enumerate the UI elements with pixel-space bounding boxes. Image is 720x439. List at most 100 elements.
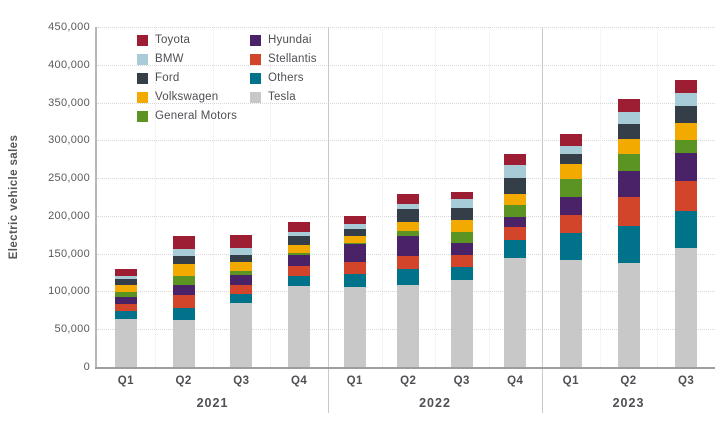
- y-axis-tick-label: 300,000: [48, 134, 90, 147]
- bar-segment-tesla: [230, 302, 253, 367]
- bar-segment-toyota: [675, 79, 698, 94]
- x-axis-quarter-label: Q3: [233, 375, 250, 387]
- bar-segment-general-motors: [397, 230, 420, 236]
- bar-segment-volkswagen: [397, 222, 420, 231]
- y-gridline: [97, 64, 715, 66]
- legend-label: Hyundai: [268, 34, 312, 46]
- bar-segment-ford: [230, 254, 253, 262]
- bar-segment-volkswagen: [675, 122, 698, 140]
- bar-segment-general-motors: [617, 154, 640, 171]
- bar-segment-others: [172, 308, 195, 321]
- bar-segment-stellantis: [230, 284, 253, 294]
- bar-segment-volkswagen: [114, 284, 137, 293]
- bar-segment-volkswagen: [288, 244, 311, 253]
- legend-label: Stellantis: [268, 53, 317, 65]
- bar-segment-tesla: [343, 286, 366, 367]
- legend-label: Ford: [155, 72, 180, 84]
- legend-item-general-motors: General Motors: [137, 109, 237, 123]
- bar-segment-ford: [172, 255, 195, 264]
- bar-segment-toyota: [397, 194, 420, 205]
- bar-segment-hyundai: [504, 217, 527, 227]
- bar-segment-ford: [450, 208, 473, 221]
- bar-segment-volkswagen: [172, 263, 195, 276]
- bar-segment-tesla: [397, 285, 420, 367]
- bar-segment-bmw: [172, 248, 195, 256]
- legend-item-volkswagen: Volkswagen: [137, 90, 218, 104]
- legend-item-toyota: Toyota: [137, 33, 190, 47]
- legend-label: Volkswagen: [155, 91, 219, 103]
- quarter-gridline: [270, 27, 272, 367]
- legend-item-tesla: Tesla: [250, 90, 296, 104]
- y-axis-tick-label: 100,000: [48, 285, 90, 298]
- bar-segment-bmw: [675, 93, 698, 107]
- quarter-gridline: [599, 27, 601, 367]
- bar-segment-hyundai: [559, 197, 582, 216]
- bar-segment-bmw: [397, 204, 420, 210]
- legend-item-hyundai: Hyundai: [250, 33, 312, 47]
- y-axis-tick-label: 250,000: [48, 172, 90, 185]
- bar-segment-volkswagen: [559, 163, 582, 179]
- legend-label: BMW: [155, 53, 184, 65]
- y-axis-tick-label: 400,000: [48, 58, 90, 71]
- bar-segment-volkswagen: [343, 235, 366, 243]
- bar-segment-hyundai: [114, 297, 137, 305]
- bar-segment-others: [450, 266, 473, 281]
- y-gridline: [97, 178, 715, 180]
- bar-segment-ford: [343, 229, 366, 236]
- x-axis-quarter-label: Q3: [453, 375, 470, 387]
- legend-swatch-icon: [250, 34, 261, 46]
- x-axis-year-label: 2023: [612, 396, 645, 410]
- bar-segment-toyota: [450, 191, 473, 199]
- x-axis-quarter-label: Q2: [400, 375, 417, 387]
- x-axis-year-label: 2021: [196, 396, 229, 410]
- bar-segment-stellantis: [675, 181, 698, 211]
- legend-item-stellantis: Stellantis: [250, 52, 317, 66]
- bar-segment-hyundai: [617, 170, 640, 198]
- x-axis-quarter-label: Q1: [346, 375, 363, 387]
- legend-swatch-icon: [137, 53, 148, 65]
- legend-label: Tesla: [268, 91, 296, 103]
- x-axis-quarter-label: Q2: [620, 375, 637, 387]
- year-separator-line: [328, 27, 329, 413]
- legend-label: General Motors: [155, 110, 238, 122]
- bar-segment-hyundai: [343, 243, 366, 262]
- bar-segment-volkswagen: [230, 261, 253, 272]
- bar-segment-hyundai: [450, 243, 473, 256]
- bar-segment-general-motors: [343, 242, 366, 244]
- x-axis-line: [95, 367, 715, 369]
- bar-segment-tesla: [675, 247, 698, 367]
- y-axis-tick-label: 350,000: [48, 96, 90, 109]
- bar-segment-ford: [559, 153, 582, 164]
- year-separator-line: [542, 27, 543, 413]
- bar-segment-toyota: [230, 234, 253, 248]
- legend-item-others: Others: [250, 71, 304, 85]
- bar-segment-ford: [288, 236, 311, 245]
- legend-swatch-icon: [250, 53, 261, 65]
- bar-segment-bmw: [288, 231, 311, 237]
- bar-segment-hyundai: [288, 255, 311, 266]
- x-axis-quarter-label: Q1: [117, 375, 135, 387]
- bar-segment-tesla: [617, 262, 640, 367]
- bar-segment-general-motors: [504, 205, 527, 217]
- legend-swatch-icon: [250, 72, 261, 84]
- bar-segment-hyundai: [675, 152, 698, 182]
- bar-segment-others: [288, 275, 311, 287]
- legend-swatch-icon: [137, 91, 148, 103]
- quarter-gridline: [435, 27, 436, 367]
- bar-segment-ford: [675, 106, 698, 123]
- bar-segment-toyota: [343, 215, 366, 225]
- quarter-gridline: [154, 27, 156, 367]
- y-gridline: [97, 140, 715, 142]
- bar-segment-tesla: [504, 258, 527, 367]
- legend-swatch-icon: [137, 72, 148, 84]
- x-axis-quarter-label: Q3: [677, 375, 695, 387]
- bar-segment-stellantis: [343, 261, 366, 274]
- y-gridline: [97, 102, 715, 104]
- bar-segment-general-motors: [230, 271, 253, 276]
- bar-segment-tesla: [288, 286, 311, 367]
- bar-segment-general-motors: [288, 252, 311, 256]
- quarter-gridline: [657, 27, 659, 367]
- legend-item-bmw: BMW: [137, 52, 184, 66]
- bar-segment-general-motors: [559, 178, 582, 197]
- bar-segment-tesla: [172, 320, 195, 367]
